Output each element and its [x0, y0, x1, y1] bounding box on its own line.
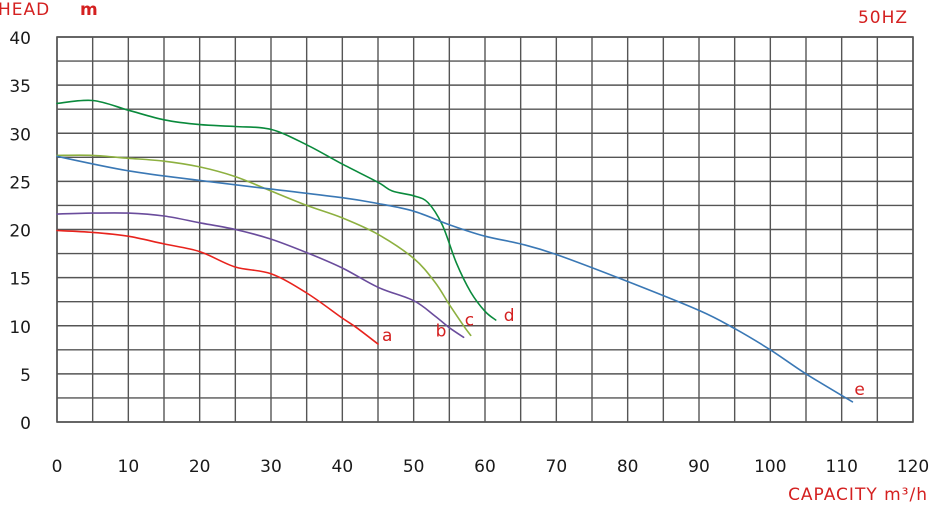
x-tick-label: 10: [118, 457, 140, 477]
curve-e: [56, 155, 854, 403]
x-tick-label: 120: [897, 457, 929, 477]
y-tick-label: 30: [9, 125, 31, 145]
y-tick-label: 10: [9, 318, 31, 338]
x-tick-label: 90: [688, 457, 710, 477]
y-axis-unit: m: [80, 0, 98, 20]
x-tick-label: 0: [52, 457, 63, 477]
y-tick-label: 15: [9, 270, 31, 290]
y-axis-ticks: 0 5 10 15 20 25 30 35 40: [9, 29, 31, 434]
x-tick-label: 110: [825, 457, 857, 477]
y-tick-label: 20: [9, 222, 31, 242]
x-tick-label: 70: [546, 457, 568, 477]
curve-b: [56, 212, 465, 339]
grid: [56, 36, 914, 423]
x-tick-label: 20: [189, 457, 211, 477]
curve-label-e: e: [854, 380, 864, 400]
curves: [56, 99, 854, 403]
x-tick-label: 40: [332, 457, 354, 477]
x-axis-title: CAPACITY m³/h: [788, 485, 928, 505]
y-axis-title: HEAD: [0, 0, 50, 20]
y-tick-label: 5: [20, 366, 31, 386]
curve-d: [56, 99, 497, 321]
y-tick-label: 25: [9, 173, 31, 193]
curve-c: [56, 154, 472, 337]
curve-label-a: a: [382, 326, 392, 346]
curve-labels: a bc d e: [382, 306, 865, 400]
x-axis-ticks: 0 10 20 30 40 50 60 70 80 90 100 110 120: [52, 457, 930, 477]
curve-label-d: d: [504, 306, 515, 326]
x-tick-label: 100: [754, 457, 786, 477]
plot-frame: [56, 36, 914, 423]
y-tick-label: 0: [20, 414, 31, 434]
curve-a: [56, 229, 379, 345]
x-tick-label: 80: [617, 457, 639, 477]
curve-label-b: b: [436, 321, 447, 341]
y-tick-label: 35: [9, 77, 31, 97]
chart-title: 50HZ: [858, 8, 908, 28]
x-tick-label: 60: [474, 457, 496, 477]
curve-label-c: c: [465, 310, 474, 330]
x-tick-label: 30: [260, 457, 282, 477]
y-tick-label: 40: [9, 29, 31, 49]
x-tick-label: 50: [403, 457, 425, 477]
